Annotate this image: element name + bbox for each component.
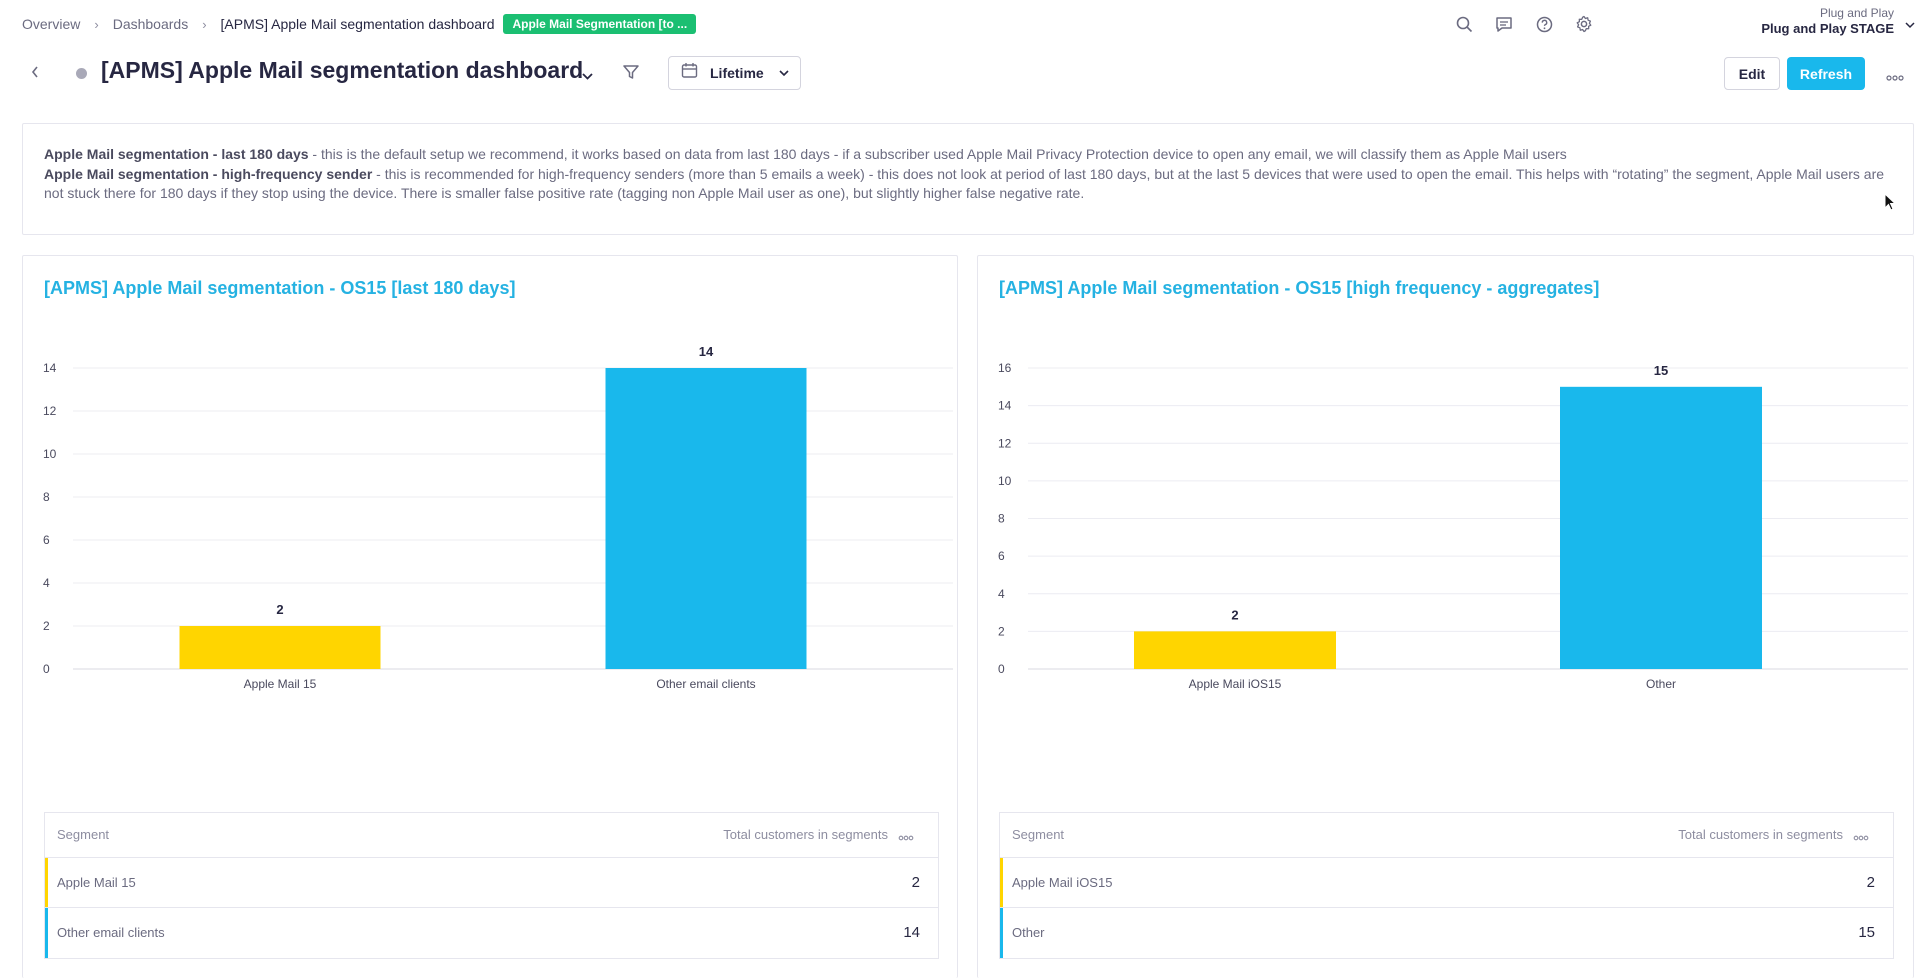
more-options-icon[interactable] [1853, 829, 1869, 844]
data-label: 2 [276, 602, 283, 617]
help-icon[interactable] [1534, 14, 1554, 34]
segment-name: Apple Mail 15 [57, 875, 136, 890]
segment-name: Apple Mail iOS15 [1012, 875, 1113, 890]
chart-title[interactable]: [APMS] Apple Mail segmentation - OS15 [l… [44, 278, 516, 298]
status-dot [76, 68, 87, 79]
y-tick-label: 2 [43, 619, 50, 633]
y-tick-label: 0 [43, 662, 50, 676]
x-tick-label: Other email clients [656, 677, 755, 691]
table-row[interactable]: Apple Mail 15 2 [45, 858, 938, 908]
segment-value: 2 [1866, 874, 1875, 891]
bar-chart: 0 2 4 6 8 10 12 14 16 2 Apple Mail iOS15 15 Other [998, 361, 1908, 691]
x-tick-label: Apple Mail iOS15 [1189, 677, 1282, 691]
data-label: 15 [1654, 363, 1668, 378]
description-line-2: Apple Mail segmentation - high-frequency… [44, 165, 1893, 204]
table-header: Segment Total customers in segments [45, 813, 938, 858]
segment-value: 2 [911, 874, 920, 891]
date-range-label: Lifetime [710, 65, 764, 81]
description-line-1-title: Apple Mail segmentation - last 180 days [44, 146, 309, 162]
segment-table: Segment Total customers in segments Appl… [999, 812, 1894, 959]
bar [605, 368, 807, 669]
y-tick-label: 8 [43, 490, 50, 504]
y-tick-label: 4 [43, 576, 50, 590]
segment-name: Other email clients [57, 925, 165, 940]
date-range-picker[interactable]: Lifetime [668, 56, 801, 90]
page-title: [APMS] Apple Mail segmentation dashboard [101, 57, 584, 83]
description-line-2-title: Apple Mail segmentation - high-frequency… [44, 165, 373, 182]
organization-name: Plug and Play [1819, 6, 1894, 20]
data-label: 14 [699, 344, 714, 359]
segment-value: 14 [903, 924, 920, 941]
table-row[interactable]: Apple Mail iOS15 2 [1000, 858, 1893, 908]
series-color-indicator [45, 858, 48, 907]
table-header: Segment Total customers in segments [1000, 813, 1893, 858]
table-row[interactable]: Other 15 [1000, 908, 1893, 958]
x-tick-label: Apple Mail 15 [244, 677, 317, 691]
segment-table: Segment Total customers in segments Appl… [44, 812, 939, 959]
breadcrumb-current: [APMS] Apple Mail segmentation dashboard [220, 16, 495, 32]
column-header-total[interactable]: Total customers in segments [723, 827, 888, 842]
chart-title[interactable]: [APMS] Apple Mail segmentation - OS15 [h… [999, 278, 1600, 298]
more-options-icon[interactable] [898, 829, 914, 844]
y-tick-label: 12 [43, 404, 57, 418]
calendar-icon [681, 62, 698, 84]
breadcrumb-overview[interactable]: Overview [22, 16, 81, 32]
filter-icon[interactable] [622, 63, 640, 86]
more-options-icon[interactable] [1886, 68, 1904, 86]
series-color-indicator [1000, 858, 1003, 907]
settings-icon[interactable] [1574, 14, 1594, 34]
bar [179, 626, 381, 669]
chevron-right-icon: › [94, 16, 99, 32]
dashboard-header: [APMS] Apple Mail segmentation dashboard… [0, 54, 1924, 94]
segment-value: 15 [1858, 924, 1875, 941]
dashboard-tag[interactable]: Apple Mail Segmentation [to ... [503, 14, 697, 34]
y-tick-label: 16 [998, 361, 1012, 375]
data-label: 2 [1231, 607, 1238, 622]
breadcrumb-dashboards[interactable]: Dashboards [112, 16, 189, 32]
y-tick-label: 14 [998, 399, 1012, 413]
account-switcher[interactable]: Plug and Play Plug and Play STAGE [1761, 6, 1894, 36]
segment-name: Other [1012, 925, 1045, 940]
chat-icon[interactable] [1494, 14, 1514, 34]
series-color-indicator [45, 908, 48, 958]
y-tick-label: 10 [998, 474, 1012, 488]
chart-panel-last-180-days: [APMS] Apple Mail segmentation - OS15 [l… [22, 255, 958, 978]
bar-chart: 0 2 4 6 8 10 12 14 2 Apple Mail 15 14 Other email c… [43, 344, 953, 691]
top-bar: Overview › Dashboards › [APMS] Apple Mai… [0, 0, 1924, 46]
chevron-right-icon: › [202, 16, 207, 32]
y-tick-label: 8 [998, 512, 1005, 526]
y-tick-label: 2 [998, 624, 1005, 638]
description-card: Apple Mail segmentation - last 180 days … [22, 123, 1914, 235]
series-color-indicator [1000, 908, 1003, 958]
description-line-1: Apple Mail segmentation - last 180 days … [44, 145, 1893, 165]
y-tick-label: 10 [43, 447, 57, 461]
top-icon-group [1454, 14, 1594, 34]
bar [1560, 386, 1762, 669]
chevron-down-icon[interactable] [581, 68, 594, 86]
y-tick-label: 14 [43, 361, 57, 375]
breadcrumb: Overview › Dashboards › [APMS] Apple Mai… [22, 14, 697, 34]
edit-button[interactable]: Edit [1724, 57, 1780, 90]
y-tick-label: 0 [998, 662, 1005, 676]
back-icon[interactable] [30, 65, 40, 84]
table-row[interactable]: Other email clients 14 [45, 908, 938, 958]
bar [1134, 631, 1336, 669]
description-line-2-text: - this is recommended for high-frequency… [44, 165, 1885, 202]
column-header-segment[interactable]: Segment [57, 827, 110, 842]
column-header-segment[interactable]: Segment [1012, 827, 1065, 842]
y-tick-label: 6 [998, 549, 1005, 563]
y-tick-label: 4 [998, 587, 1005, 601]
x-tick-label: Other [1646, 677, 1676, 691]
search-icon[interactable] [1454, 14, 1474, 34]
y-tick-label: 6 [43, 533, 50, 547]
project-name: Plug and Play STAGE [1761, 21, 1894, 36]
refresh-button[interactable]: Refresh [1787, 57, 1865, 90]
column-header-total[interactable]: Total customers in segments [1678, 827, 1843, 842]
y-tick-label: 12 [998, 436, 1012, 450]
chevron-down-icon [778, 64, 790, 82]
description-line-1-text: - this is the default setup we recommend… [308, 146, 1567, 162]
mouse-cursor-icon [1884, 192, 1897, 216]
chart-panel-high-frequency: [APMS] Apple Mail segmentation - OS15 [h… [977, 255, 1914, 978]
chevron-down-icon[interactable] [1904, 16, 1916, 34]
